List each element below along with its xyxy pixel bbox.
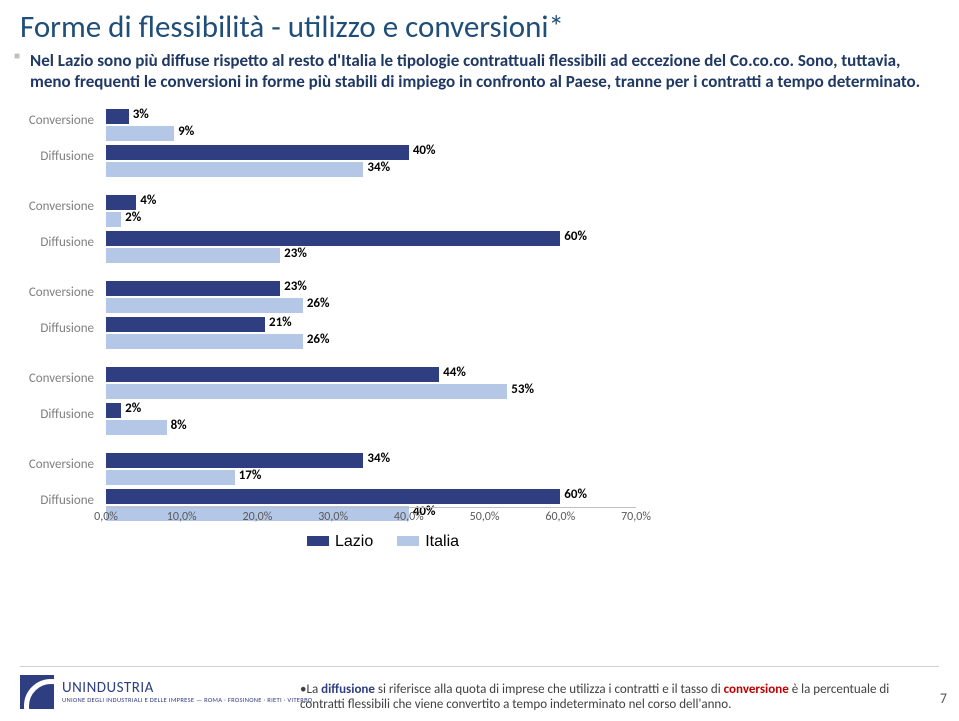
bar-track: 4%2% xyxy=(106,193,636,229)
category-label: Diffusione xyxy=(20,235,100,250)
bar-italia xyxy=(106,126,174,141)
bar-value: 34% xyxy=(367,160,390,175)
bar-track: 60% 23% xyxy=(106,229,636,265)
chart-group: Conversione4%2%Diffusione60%23%Somminist… xyxy=(20,191,939,269)
bar-lazio xyxy=(106,281,280,296)
legend: Lazio Italia xyxy=(106,533,636,551)
axis-tick: 0,0% xyxy=(94,510,118,524)
axis-tick: 20,0% xyxy=(243,510,273,524)
bar-italia xyxy=(106,384,507,399)
bar-value: 9% xyxy=(178,124,194,139)
bar-value: 23% xyxy=(284,279,307,294)
bar-value: 34% xyxy=(367,451,390,466)
bar-italia xyxy=(106,248,280,263)
bar-track: 3% 9% xyxy=(106,107,636,143)
category-label: Diffusione xyxy=(20,321,100,336)
axis-tick: 10,0% xyxy=(167,510,197,524)
bar-italia xyxy=(106,298,303,313)
bar-value: 44% xyxy=(443,365,466,380)
bar-value: 21% xyxy=(269,315,292,330)
legend-swatch xyxy=(307,536,329,546)
logo-mark-icon xyxy=(20,675,54,709)
bar-track: 2% 8% xyxy=(106,401,636,437)
axis-tick: 50,0% xyxy=(470,510,500,524)
legend-label: Italia xyxy=(425,533,459,550)
bar-value: 8% xyxy=(171,418,187,433)
bar-value: 17% xyxy=(239,468,262,483)
bar-italia xyxy=(106,470,235,485)
bar-value: 3% xyxy=(133,107,149,122)
chart-group: Conversione23%26%Diffusione21%26%Apprend… xyxy=(20,277,939,355)
logo-subtext: UNIONE DEGLI INDUSTRIALI E DELLE IMPRESE… xyxy=(62,696,313,704)
bar-track: 44% 53% xyxy=(106,365,636,401)
x-axis: 0,0%10,0%20,0%30,0%40,0%50,0%60,0%70,0% xyxy=(106,507,636,527)
bar-lazio xyxy=(106,489,560,504)
bar-lazio xyxy=(106,195,136,210)
bar-lazio xyxy=(106,317,265,332)
category-label: Conversione xyxy=(20,285,100,300)
legend-swatch xyxy=(397,536,419,546)
bar-value: 60% xyxy=(564,229,587,244)
bar-value: 40% xyxy=(413,143,436,158)
bar-track: 21% 26% xyxy=(106,315,636,351)
category-label: Diffusione xyxy=(20,149,100,164)
logo: UNINDUSTRIA UNIONE DEGLI INDUSTRIALI E D… xyxy=(20,675,313,709)
bar-italia xyxy=(106,212,121,227)
category-label: Conversione xyxy=(20,457,100,472)
bar-track: 40% 34% xyxy=(106,143,636,179)
bar-value: 2% xyxy=(125,401,141,416)
category-label: Diffusione xyxy=(20,493,100,508)
bar-lazio xyxy=(106,367,439,382)
bar-italia xyxy=(106,420,167,435)
page-number: 7 xyxy=(940,690,947,707)
chart-group: Conversione3%9%Diffusione40%34%Collabora… xyxy=(20,105,939,183)
bar-value: 4% xyxy=(140,193,156,208)
bar-value: 2% xyxy=(125,210,141,225)
axis-tick: 30,0% xyxy=(318,510,348,524)
bar-italia xyxy=(106,334,303,349)
bar-value: 26% xyxy=(307,332,330,347)
bar-value: 26% xyxy=(307,296,330,311)
axis-tick: 60,0% xyxy=(545,510,575,524)
bar-lazio xyxy=(106,231,560,246)
bar-lazio xyxy=(106,145,409,160)
bar-value: 53% xyxy=(511,382,534,397)
category-label: Conversione xyxy=(20,371,100,386)
axis-tick: 40,0% xyxy=(394,510,424,524)
intro-text: Nel Lazio sono più diffuse rispetto al r… xyxy=(0,48,959,97)
category-label: Conversione xyxy=(20,199,100,214)
bar-value: 60% xyxy=(564,487,587,502)
bar-lazio xyxy=(106,403,121,418)
bar-lazio xyxy=(106,453,363,468)
divider xyxy=(20,666,939,667)
bar-italia xyxy=(106,162,363,177)
bar-lazio xyxy=(106,109,129,124)
axis-tick: 70,0% xyxy=(621,510,651,524)
chart-group: Conversione44%53%Diffusione2%8%Inserimen… xyxy=(20,363,939,441)
legend-label: Lazio xyxy=(335,533,373,550)
footnote: •La diffusione si riferisce alla quota d… xyxy=(300,682,929,713)
category-label: Diffusione xyxy=(20,407,100,422)
bar-track: 23%26% xyxy=(106,279,636,315)
bar-track: 34% 17% xyxy=(106,451,636,487)
page-title: Forme di flessibilità - utilizzo e conve… xyxy=(0,0,959,48)
logo-text: UNINDUSTRIA xyxy=(62,681,313,696)
bar-value: 23% xyxy=(284,246,307,261)
chart: Conversione3%9%Diffusione40%34%Collabora… xyxy=(20,105,939,555)
category-label: Conversione xyxy=(20,113,100,128)
